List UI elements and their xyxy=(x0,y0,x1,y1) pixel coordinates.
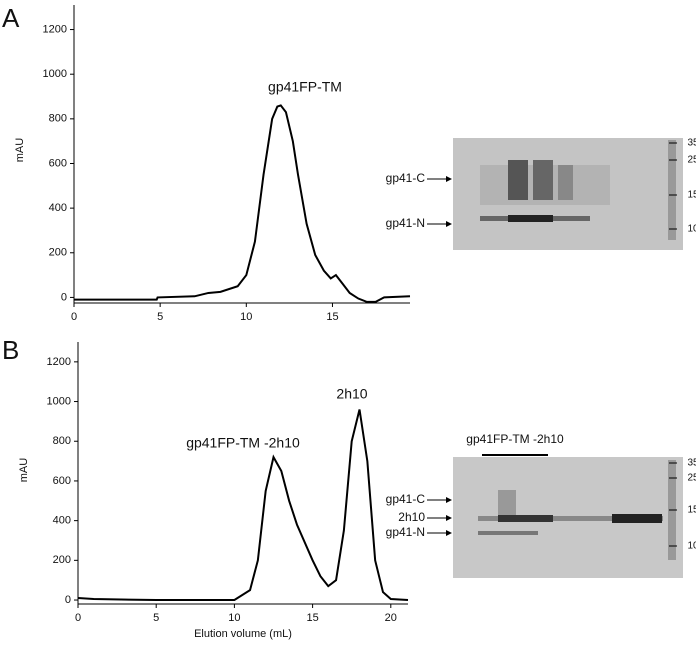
y-tick-label: 400 xyxy=(49,202,67,214)
marker-label: 35 xyxy=(687,138,696,149)
gel-b xyxy=(453,454,683,578)
annotation: gp41FP-TM xyxy=(268,79,342,95)
y-tick-label: 1000 xyxy=(43,68,67,80)
y-tick-label: 1200 xyxy=(47,356,71,368)
annotation: 2h10 xyxy=(336,386,367,402)
marker-label: 10 xyxy=(687,224,696,235)
marker-label: 15 xyxy=(687,505,696,516)
x-tick-label: 15 xyxy=(306,612,318,624)
panel-label: A xyxy=(2,3,20,33)
y-tick-label: 0 xyxy=(65,594,71,606)
data-line xyxy=(74,104,411,303)
x-tick-label: 5 xyxy=(157,311,163,323)
marker-label: 25 xyxy=(687,155,696,166)
marker-label: 10 xyxy=(687,541,696,552)
gel-label: gp41-C xyxy=(386,171,426,185)
y-tick-label: 200 xyxy=(53,554,71,566)
x-tick-label: 10 xyxy=(240,311,252,323)
y-tick-label: 400 xyxy=(53,515,71,527)
y-tick-label: 1000 xyxy=(47,395,71,407)
y-tick-label: 800 xyxy=(53,435,71,447)
gel-a xyxy=(453,138,683,250)
gel-label: gp41-N xyxy=(386,216,425,230)
data-line xyxy=(77,409,409,602)
gel-label: gp41-C xyxy=(386,492,426,506)
y-tick-label: 200 xyxy=(49,247,67,259)
annotation: gp41FP-TM -2h10 xyxy=(186,435,300,451)
marker-label: 15 xyxy=(687,190,696,201)
gel-label: gp41-N xyxy=(386,525,425,539)
x-tick-label: 15 xyxy=(326,311,338,323)
y-tick-label: 0 xyxy=(61,291,67,303)
gel-header: gp41FP-TM -2h10 xyxy=(466,432,564,446)
x-tick-label: 5 xyxy=(153,612,159,624)
x-tick-label: 20 xyxy=(385,612,397,624)
y-tick-label: 800 xyxy=(49,113,67,125)
y-axis-label: mAU xyxy=(14,138,26,163)
x-tick-label: 10 xyxy=(228,612,240,624)
y-axis-label: mAU xyxy=(18,458,30,483)
panel-label: B xyxy=(2,335,19,365)
marker-label: 35 xyxy=(687,458,696,469)
gel-label: 2h10 xyxy=(398,510,425,524)
y-tick-label: 600 xyxy=(53,475,71,487)
x-tick-label: 0 xyxy=(71,311,77,323)
x-tick-label: 0 xyxy=(75,612,81,624)
x-axis-label: Elution volume (mL) xyxy=(194,628,292,640)
y-tick-label: 600 xyxy=(49,157,67,169)
y-tick-label: 1200 xyxy=(43,23,67,35)
marker-label: 25 xyxy=(687,473,696,484)
